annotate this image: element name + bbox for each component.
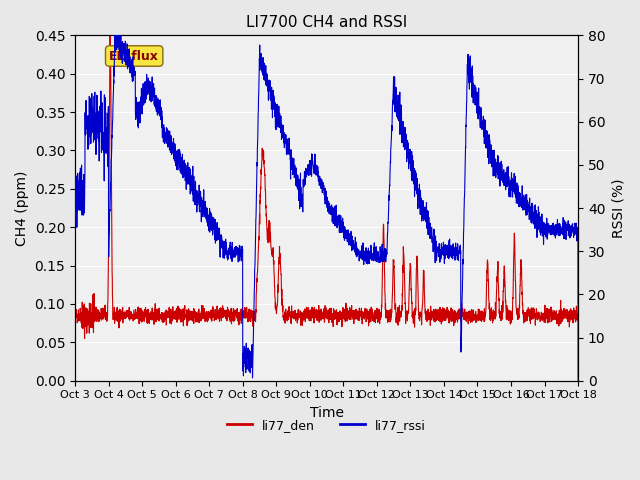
- Title: LI7700 CH4 and RSSI: LI7700 CH4 and RSSI: [246, 15, 407, 30]
- Y-axis label: RSSI (%): RSSI (%): [611, 178, 625, 238]
- Y-axis label: CH4 (ppm): CH4 (ppm): [15, 170, 29, 246]
- X-axis label: Time: Time: [310, 406, 344, 420]
- Text: EE_flux: EE_flux: [109, 49, 159, 62]
- Legend: li77_den, li77_rssi: li77_den, li77_rssi: [222, 414, 431, 437]
